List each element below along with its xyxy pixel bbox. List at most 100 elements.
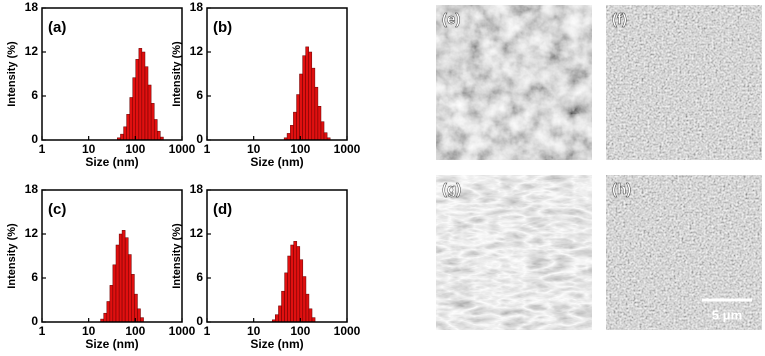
x-tick-label: 1000 xyxy=(334,324,361,338)
bar xyxy=(126,114,131,141)
bar xyxy=(278,305,282,323)
x-tick-label: 10 xyxy=(247,142,261,156)
sem-image xyxy=(436,5,592,160)
bar xyxy=(314,86,319,141)
y-tick-label: 18 xyxy=(190,0,204,14)
sem-image xyxy=(436,175,592,330)
plot-frame xyxy=(41,189,183,323)
bar xyxy=(320,121,325,141)
panel-label: (a) xyxy=(48,19,66,36)
bar xyxy=(299,259,304,323)
bar xyxy=(323,132,328,141)
x-tick-label: 1000 xyxy=(169,324,196,338)
bar xyxy=(305,293,310,323)
sem-image xyxy=(606,175,762,330)
bar xyxy=(290,125,294,141)
bar xyxy=(103,312,108,323)
bar xyxy=(138,48,143,141)
y-tick-label: 0 xyxy=(196,314,203,328)
bar xyxy=(302,276,307,323)
image-label: (g) xyxy=(442,181,461,198)
bar xyxy=(144,66,149,141)
image-label: (e) xyxy=(442,11,460,28)
x-tick-label: 1 xyxy=(204,324,211,338)
y-tick-label: 12 xyxy=(25,226,39,240)
y-tick-label: 6 xyxy=(196,88,203,102)
bar xyxy=(290,244,294,323)
bar xyxy=(293,111,297,141)
x-axis-label: Size (nm) xyxy=(250,155,303,169)
bar xyxy=(281,290,285,323)
bar xyxy=(287,255,291,323)
bar xyxy=(134,293,138,323)
sem-image xyxy=(606,5,762,160)
x-tick-label: 100 xyxy=(125,142,145,156)
y-tick-label: 18 xyxy=(190,182,204,196)
bar xyxy=(286,133,291,141)
x-axis-label: Size (nm) xyxy=(85,337,138,351)
scale-bar-label: 5 μm xyxy=(712,307,742,322)
y-tick-label: 0 xyxy=(196,132,203,146)
y-axis-label: Intensity (%) xyxy=(6,41,18,107)
bar xyxy=(284,272,288,323)
y-tick-label: 0 xyxy=(31,132,38,146)
bar xyxy=(141,51,146,141)
x-tick-label: 10 xyxy=(82,142,96,156)
x-axis-label: Size (nm) xyxy=(250,337,303,351)
y-tick-label: 18 xyxy=(25,0,39,14)
bar xyxy=(120,133,124,141)
bar xyxy=(302,55,306,141)
panel-label: (d) xyxy=(213,201,232,218)
bar xyxy=(121,230,126,323)
x-axis-label: Size (nm) xyxy=(85,155,138,169)
x-tick-label: 10 xyxy=(82,324,96,338)
y-tick-label: 18 xyxy=(25,182,39,196)
image-label: (f) xyxy=(612,11,627,28)
x-tick-label: 1000 xyxy=(334,142,361,156)
bar xyxy=(115,244,120,323)
y-tick-label: 6 xyxy=(31,270,38,284)
bar xyxy=(137,308,141,323)
panel-label: (b) xyxy=(213,19,232,36)
x-tick-label: 1 xyxy=(39,324,46,338)
y-tick-label: 12 xyxy=(190,44,204,58)
bar xyxy=(123,126,127,141)
plot-frame xyxy=(206,7,348,141)
x-tick-label: 100 xyxy=(290,142,310,156)
bar xyxy=(112,264,117,323)
bar xyxy=(296,94,300,141)
bar xyxy=(106,301,111,323)
x-tick-label: 1000 xyxy=(169,142,196,156)
plot-frame xyxy=(206,189,348,323)
bar xyxy=(157,130,161,141)
bar xyxy=(124,237,129,323)
bar xyxy=(132,77,136,141)
y-tick-label: 12 xyxy=(25,44,39,58)
x-tick-label: 1 xyxy=(39,142,46,156)
bar xyxy=(305,46,309,141)
y-tick-label: 6 xyxy=(31,88,38,102)
bar xyxy=(127,254,132,323)
bar xyxy=(296,246,301,323)
y-tick-label: 6 xyxy=(196,270,203,284)
panel-label: (c) xyxy=(48,201,66,218)
image-label: (h) xyxy=(612,181,631,198)
x-tick-label: 100 xyxy=(125,324,145,338)
bar xyxy=(150,103,155,141)
bar xyxy=(118,233,123,323)
bar xyxy=(109,285,114,323)
x-tick-label: 100 xyxy=(290,324,310,338)
y-tick-label: 12 xyxy=(190,226,204,240)
y-axis-label: Intensity (%) xyxy=(171,223,183,289)
bar xyxy=(274,314,279,323)
bar xyxy=(308,51,313,141)
y-tick-label: 0 xyxy=(31,314,38,328)
bar xyxy=(153,119,158,141)
x-tick-label: 1 xyxy=(204,142,211,156)
bar xyxy=(311,67,316,141)
bar xyxy=(135,59,140,141)
bar xyxy=(299,73,303,141)
y-axis-label: Intensity (%) xyxy=(6,223,18,289)
bar xyxy=(129,97,133,141)
plot-frame xyxy=(41,7,183,141)
